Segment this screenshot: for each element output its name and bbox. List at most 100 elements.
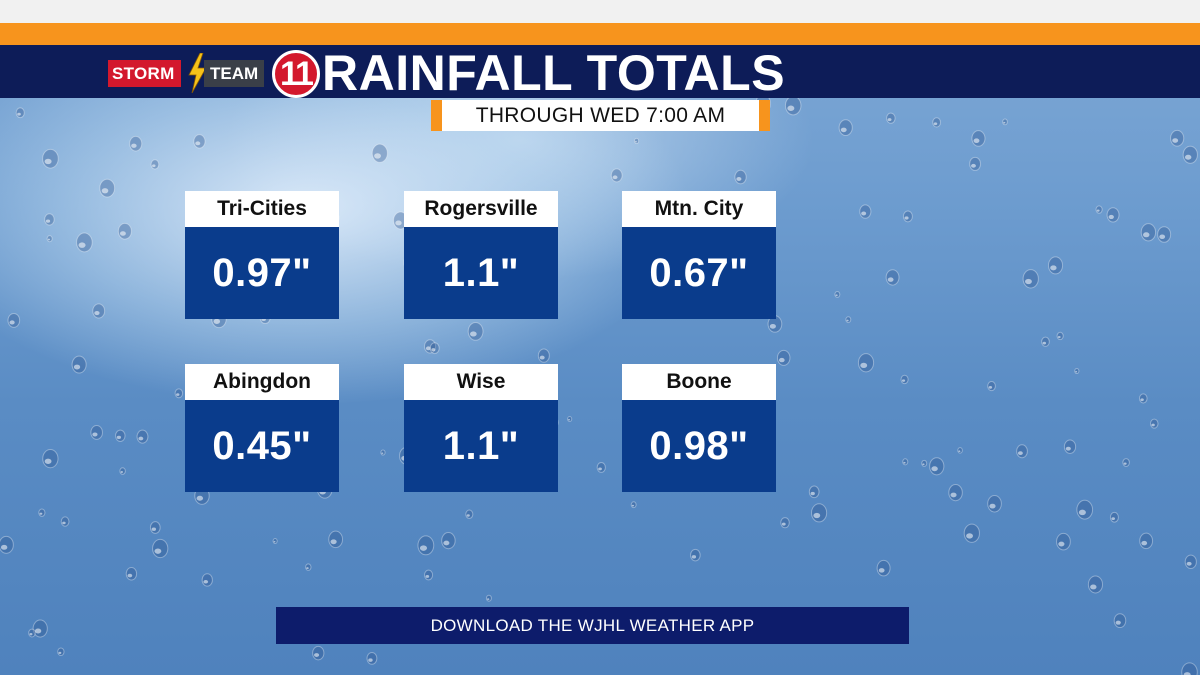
rainfall-value: 0.67" [622, 227, 776, 319]
location-label: Tri-Cities [185, 191, 339, 227]
raindrop [366, 652, 378, 665]
raindrop [932, 117, 942, 128]
rainfall-value: 0.97" [185, 227, 339, 319]
raindrop [1002, 118, 1008, 126]
raindrop [902, 210, 913, 223]
raindrop [1139, 532, 1154, 550]
raindrop [734, 169, 747, 185]
raindrop [1184, 554, 1197, 570]
raindrop [596, 462, 606, 473]
raindrop [1041, 336, 1050, 347]
raindrop [57, 647, 65, 657]
raindrop [963, 523, 980, 543]
raindrop [441, 532, 456, 550]
raindrop [272, 538, 278, 544]
raindrop [193, 134, 206, 149]
raindrop [1182, 145, 1198, 164]
rainfall-value: 0.45" [185, 400, 339, 492]
raindrop [537, 348, 550, 363]
orange-bar [0, 23, 1200, 45]
raindrop [900, 374, 909, 385]
raindrop [371, 143, 388, 163]
app-download-banner: DOWNLOAD THE WJHL WEATHER APP [276, 607, 909, 644]
raindrop [150, 159, 160, 170]
raindrop [429, 342, 440, 355]
raindrop [845, 316, 852, 324]
raindrop [32, 619, 48, 638]
raindrop [957, 447, 963, 454]
raindrop [7, 312, 21, 328]
raindrop [876, 559, 891, 577]
raindrop [948, 484, 963, 502]
raindrop [780, 517, 790, 529]
raindrop [630, 501, 637, 509]
raindrop [1047, 256, 1064, 275]
top-strip [0, 0, 1200, 23]
raindrop [1056, 331, 1064, 341]
raindrop [1106, 207, 1120, 223]
raindrop [465, 509, 474, 519]
raindrop [117, 222, 132, 240]
raindrop [1149, 418, 1159, 429]
raindrop [784, 95, 802, 116]
location-label: Mtn. City [622, 191, 776, 227]
raindrop [201, 573, 213, 587]
rainfall-value: 1.1" [404, 400, 558, 492]
raindrop [90, 424, 103, 440]
raindrop [1122, 458, 1130, 467]
raindrop [174, 388, 184, 399]
raindrop [921, 459, 928, 467]
raindrop [690, 548, 701, 562]
raindrop [929, 457, 945, 476]
logo-storm: STORM [108, 60, 181, 87]
raindrop [328, 530, 344, 549]
raindrop [92, 303, 106, 319]
raindrop [42, 448, 59, 469]
raindrop [971, 130, 986, 147]
raindrop [467, 322, 484, 341]
raindrop [886, 112, 896, 124]
raindrop [808, 485, 820, 499]
raindrop [149, 521, 161, 534]
rain-card-rogersville: Rogersville 1.1" [404, 191, 558, 319]
raindrop [44, 213, 55, 226]
raindrop [305, 563, 312, 571]
raindrop [1074, 367, 1080, 375]
location-label: Wise [404, 364, 558, 400]
raindrop [380, 449, 386, 456]
raindrop [60, 516, 70, 527]
location-label: Abingdon [185, 364, 339, 400]
raindrop [1076, 499, 1094, 520]
raindrop [1063, 439, 1077, 454]
raindrop [776, 349, 791, 366]
raindrop [71, 355, 87, 374]
raindrop [15, 107, 25, 119]
raindrop [38, 508, 46, 517]
raindrop [567, 416, 573, 423]
raindrop [42, 148, 59, 169]
raindrop [424, 569, 434, 581]
logo-team: TEAM [204, 60, 265, 87]
raindrop [1016, 444, 1028, 459]
raindrop [1157, 226, 1172, 243]
page-title: RAINFALL TOTALS [322, 45, 786, 101]
rain-card-tri-cities: Tri-Cities 0.97" [185, 191, 339, 319]
raindrop [857, 353, 875, 373]
raindrop [834, 290, 841, 298]
raindrop [610, 168, 623, 183]
raindrop [987, 495, 1002, 513]
location-label: Rogersville [404, 191, 558, 227]
raindrop [859, 204, 872, 219]
raindrop [99, 178, 116, 198]
logo-channel-number: 11 [272, 50, 320, 98]
rain-card-abingdon: Abingdon 0.45" [185, 364, 339, 492]
rainfall-value: 0.98" [622, 400, 776, 492]
raindrop [28, 628, 36, 638]
raindrop [76, 232, 93, 253]
raindrop [1056, 532, 1071, 551]
raindrop [885, 269, 900, 286]
raindrop [125, 567, 138, 581]
raindrop [838, 119, 853, 136]
raindrop [417, 535, 435, 556]
